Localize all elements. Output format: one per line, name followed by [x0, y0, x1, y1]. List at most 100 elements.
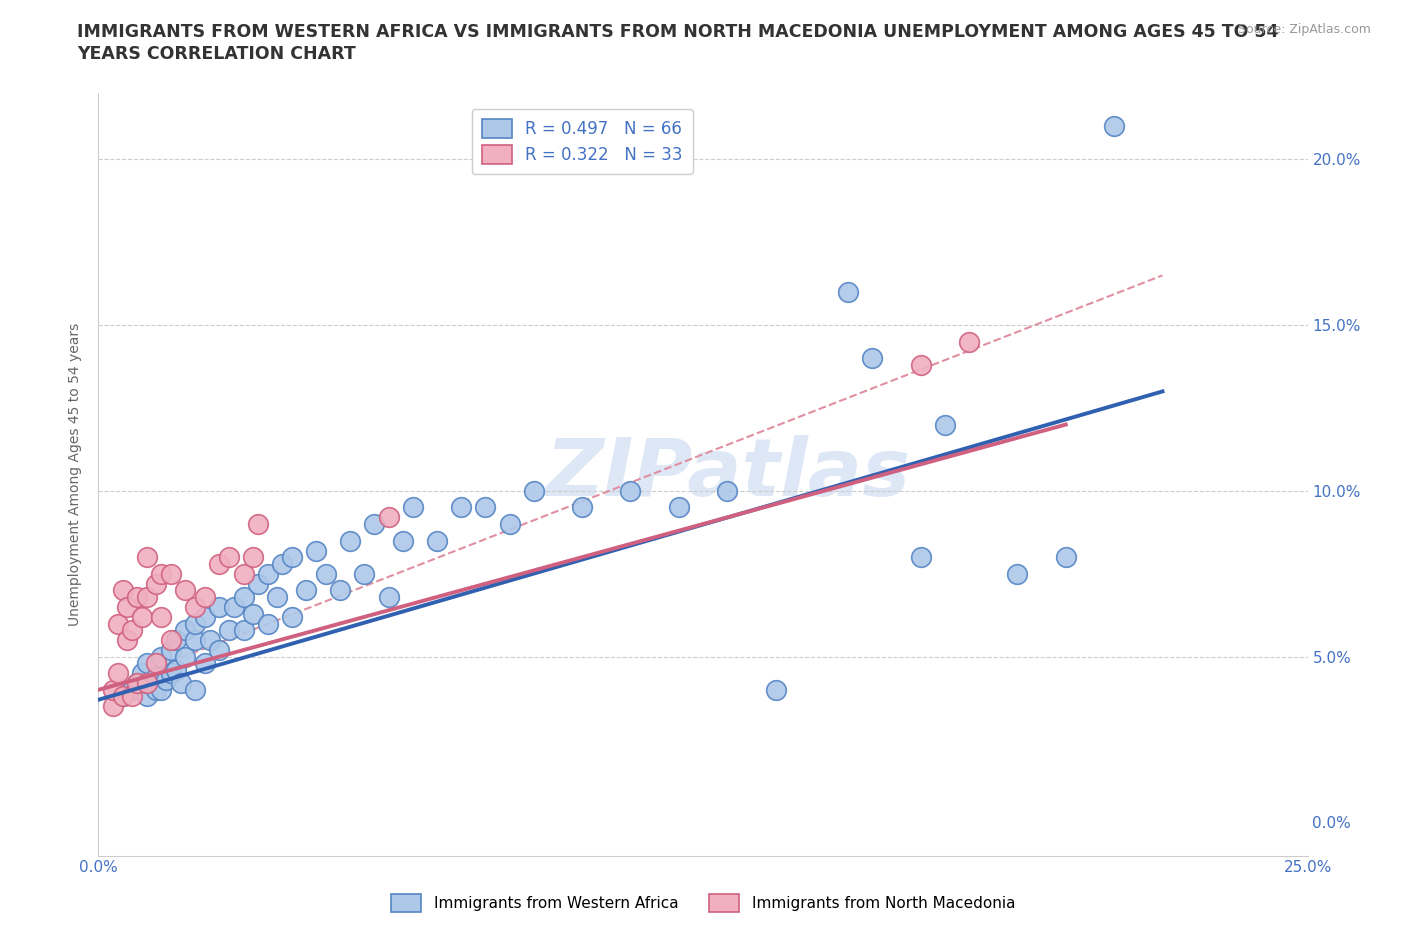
- Point: [194, 590, 217, 604]
- Legend: Immigrants from Western Africa, Immigrants from North Macedonia: Immigrants from Western Africa, Immigran…: [385, 888, 1021, 918]
- Point: [208, 643, 231, 658]
- Point: [165, 662, 187, 677]
- Point: [450, 500, 472, 515]
- Point: [150, 683, 173, 698]
- Point: [127, 676, 149, 691]
- Point: [765, 683, 787, 698]
- Point: [498, 516, 520, 531]
- Point: [160, 632, 183, 647]
- Point: [315, 566, 337, 581]
- Point: [135, 689, 157, 704]
- Point: [121, 623, 143, 638]
- Text: IMMIGRANTS FROM WESTERN AFRICA VS IMMIGRANTS FROM NORTH MACEDONIA UNEMPLOYMENT A: IMMIGRANTS FROM WESTERN AFRICA VS IMMIGR…: [77, 23, 1279, 41]
- Point: [150, 566, 173, 581]
- Point: [174, 583, 197, 598]
- Point: [256, 566, 278, 581]
- Point: [117, 600, 139, 615]
- Point: [184, 600, 207, 615]
- Text: YEARS CORRELATION CHART: YEARS CORRELATION CHART: [77, 45, 356, 62]
- Point: [910, 550, 932, 565]
- Point: [194, 656, 217, 671]
- Point: [155, 672, 177, 687]
- Point: [247, 577, 270, 591]
- Point: [1102, 119, 1125, 134]
- Point: [131, 666, 153, 681]
- Point: [145, 683, 167, 698]
- Point: [184, 616, 207, 631]
- Point: [232, 623, 254, 638]
- Point: [194, 609, 217, 624]
- Point: [135, 676, 157, 691]
- Point: [117, 632, 139, 647]
- Point: [160, 666, 183, 681]
- Point: [353, 566, 375, 581]
- Point: [131, 609, 153, 624]
- Point: [101, 699, 124, 714]
- Point: [135, 590, 157, 604]
- Point: [198, 632, 221, 647]
- Point: [837, 285, 859, 299]
- Point: [101, 683, 124, 698]
- Point: [426, 533, 449, 548]
- Point: [377, 590, 399, 604]
- Point: [242, 550, 264, 565]
- Point: [145, 656, 167, 671]
- Point: [184, 683, 207, 698]
- Point: [716, 484, 738, 498]
- Point: [957, 334, 980, 349]
- Point: [339, 533, 361, 548]
- Point: [1007, 566, 1029, 581]
- Point: [305, 543, 328, 558]
- Point: [145, 669, 167, 684]
- Legend: R = 0.497   N = 66, R = 0.322   N = 33: R = 0.497 N = 66, R = 0.322 N = 33: [471, 109, 693, 174]
- Point: [256, 616, 278, 631]
- Point: [377, 510, 399, 525]
- Point: [222, 600, 245, 615]
- Point: [523, 484, 546, 498]
- Point: [111, 583, 134, 598]
- Point: [860, 351, 883, 365]
- Point: [160, 643, 183, 658]
- Point: [271, 556, 294, 571]
- Point: [127, 590, 149, 604]
- Point: [571, 500, 593, 515]
- Point: [121, 683, 143, 698]
- Point: [218, 550, 240, 565]
- Point: [218, 623, 240, 638]
- Point: [474, 500, 496, 515]
- Point: [135, 550, 157, 565]
- Point: [135, 676, 157, 691]
- Point: [107, 616, 129, 631]
- Point: [266, 590, 288, 604]
- Point: [184, 632, 207, 647]
- Point: [111, 689, 134, 704]
- Point: [232, 590, 254, 604]
- Point: [150, 609, 173, 624]
- Point: [208, 600, 231, 615]
- Point: [165, 632, 187, 647]
- Point: [619, 484, 641, 498]
- Point: [910, 357, 932, 372]
- Point: [169, 676, 191, 691]
- Point: [121, 689, 143, 704]
- Point: [1054, 550, 1077, 565]
- Point: [127, 676, 149, 691]
- Point: [281, 609, 304, 624]
- Point: [208, 556, 231, 571]
- Text: ZIPatlas: ZIPatlas: [544, 435, 910, 513]
- Point: [934, 418, 956, 432]
- Point: [668, 500, 690, 515]
- Y-axis label: Unemployment Among Ages 45 to 54 years: Unemployment Among Ages 45 to 54 years: [69, 323, 83, 626]
- Point: [363, 516, 385, 531]
- Point: [295, 583, 318, 598]
- Point: [232, 566, 254, 581]
- Point: [242, 606, 264, 621]
- Point: [107, 666, 129, 681]
- Text: Source: ZipAtlas.com: Source: ZipAtlas.com: [1237, 23, 1371, 36]
- Point: [174, 623, 197, 638]
- Point: [402, 500, 425, 515]
- Point: [160, 566, 183, 581]
- Point: [135, 656, 157, 671]
- Point: [174, 649, 197, 664]
- Point: [392, 533, 415, 548]
